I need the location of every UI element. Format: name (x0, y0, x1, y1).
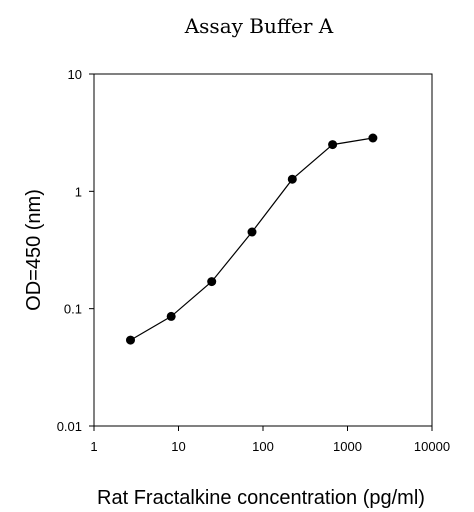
x-tick-label: 1 (90, 439, 97, 454)
x-tick-label: 100 (252, 439, 274, 454)
y-tick-label: 10 (68, 67, 82, 82)
x-axis: 1 10 100 1000 10000 (90, 426, 450, 454)
y-axis-label: OD=450 (nm) (23, 189, 45, 311)
series-line (130, 137, 373, 341)
data-point (247, 227, 257, 237)
plot-frame (93, 73, 433, 427)
y-axis: 0.01 0.1 1 10 (57, 67, 94, 434)
y-tick-label: 0.01 (57, 419, 82, 434)
data-point (287, 174, 297, 184)
data-point (207, 277, 217, 287)
data-point (126, 335, 135, 345)
x-tick-label: 1000 (333, 439, 362, 454)
y-tick-label: 1 (75, 184, 82, 199)
data-series (126, 133, 378, 345)
y-tick-label: 0.1 (64, 302, 82, 317)
x-axis-label: Rat Fractalkine concentration (pg/ml) (97, 487, 425, 509)
chart-title: Assay Buffer A (184, 14, 334, 38)
data-point (368, 133, 378, 143)
x-tick-label: 10 (171, 439, 185, 454)
plot-area: 0.01 0.1 1 10 1 10 100 1000 10000 (57, 67, 450, 454)
data-point (166, 311, 176, 321)
x-tick-label: 10000 (414, 439, 450, 454)
data-point (328, 140, 338, 150)
